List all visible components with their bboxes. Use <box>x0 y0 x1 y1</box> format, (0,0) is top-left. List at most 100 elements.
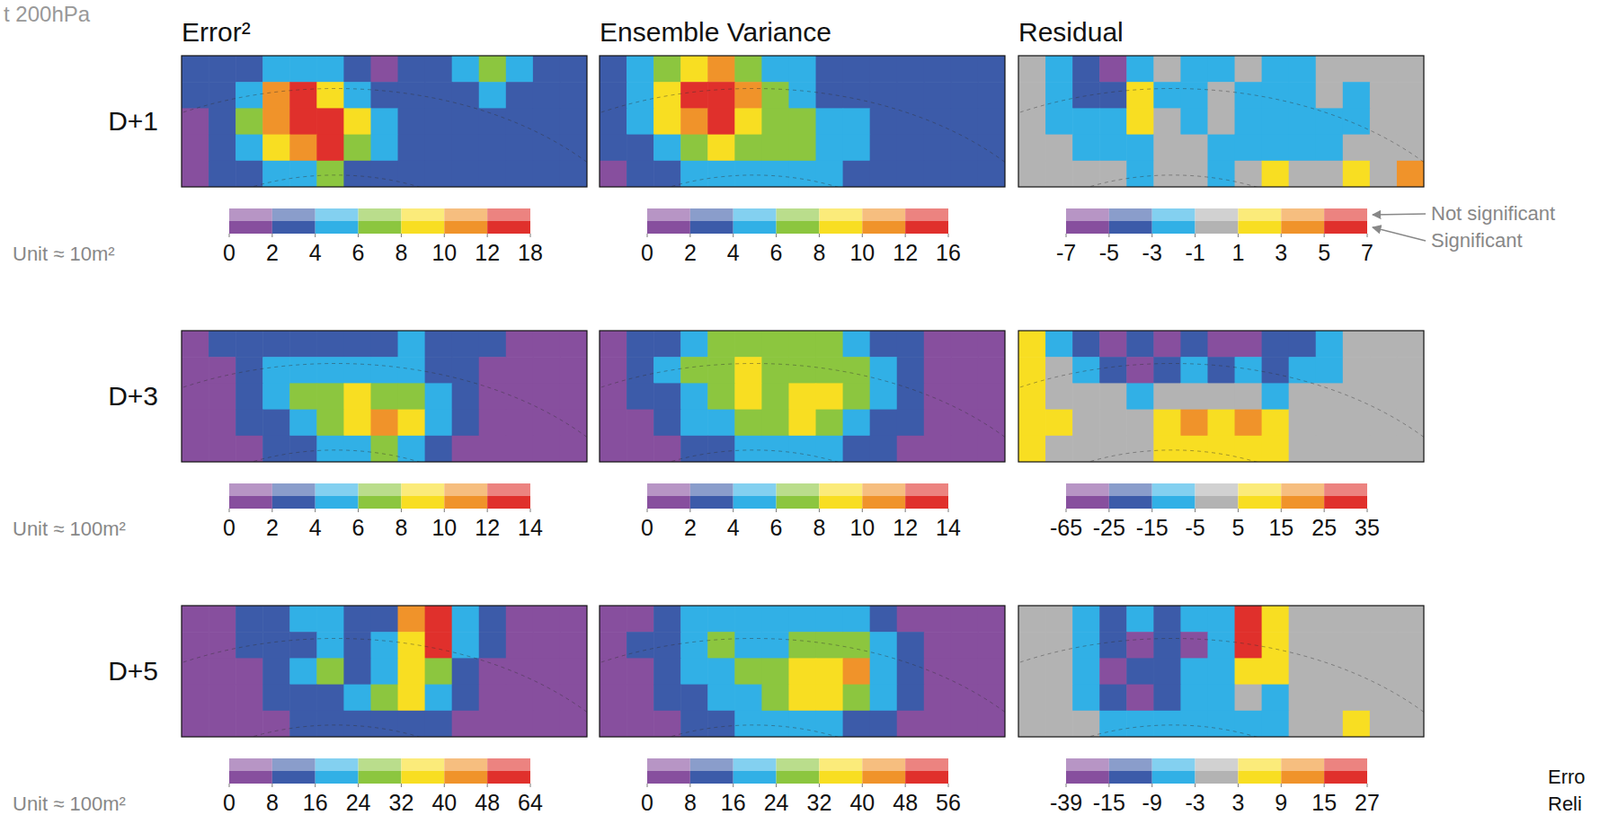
colorbar-tick <box>862 233 863 238</box>
colorbar-tick <box>271 233 273 238</box>
cell <box>680 657 709 685</box>
cell <box>208 631 237 659</box>
cell <box>977 330 1005 358</box>
cell <box>479 657 507 685</box>
cell <box>425 107 454 135</box>
colorbar-swatch <box>647 496 691 509</box>
cell <box>1153 107 1182 135</box>
cell <box>870 605 898 633</box>
cell <box>843 160 872 187</box>
cell <box>788 631 817 659</box>
colorbar-tick-label: 8 <box>394 515 408 541</box>
cell <box>343 605 372 633</box>
cell <box>1153 382 1182 410</box>
cell <box>816 382 845 410</box>
cell <box>1126 409 1155 437</box>
colorbar-swatch <box>905 221 949 234</box>
colorbar-tick-label: 10 <box>431 240 457 266</box>
cell <box>479 81 507 109</box>
cell <box>870 356 898 384</box>
colorbar-swatch <box>487 496 531 509</box>
colorbar-tick-label: -65 <box>1049 515 1083 541</box>
cell <box>533 55 561 83</box>
colorbar-swatch <box>1066 771 1110 784</box>
cell <box>951 81 979 109</box>
colorbar-tick <box>314 783 316 788</box>
cell <box>707 330 736 358</box>
cell <box>870 684 898 712</box>
cell <box>370 684 399 712</box>
graticule <box>599 88 1005 188</box>
cell <box>1235 435 1263 463</box>
cell <box>1262 382 1290 410</box>
cell <box>1018 435 1047 463</box>
colorbar-tick <box>271 508 273 513</box>
cell <box>1315 55 1344 83</box>
colorbar-tick <box>862 508 863 513</box>
cell <box>316 605 345 633</box>
cell <box>1099 409 1128 437</box>
colorbar-tick-label: 8 <box>266 790 279 816</box>
cell <box>479 631 507 659</box>
cell <box>843 81 872 109</box>
colorbar-swatch-pale <box>1237 483 1281 497</box>
colorbar-tick <box>775 233 777 238</box>
cell <box>1369 657 1398 685</box>
colorbar-tick-label: 56 <box>935 790 961 816</box>
cell <box>1126 631 1155 659</box>
cell <box>398 605 427 633</box>
colorbar-tick-label: -25 <box>1093 515 1126 541</box>
cell <box>1342 605 1371 633</box>
cell <box>1288 81 1317 109</box>
colorbar-swatch <box>1152 496 1196 509</box>
colorbar-swatch-pale <box>487 208 531 222</box>
cell <box>599 435 628 463</box>
cell <box>1207 134 1236 162</box>
cell <box>262 711 291 738</box>
cell <box>680 684 709 712</box>
colorbar-tick <box>1237 508 1239 513</box>
cell <box>316 134 345 162</box>
cell <box>734 330 763 358</box>
cell <box>560 657 587 685</box>
colorbar-tick <box>1367 508 1369 513</box>
cell <box>506 81 534 109</box>
cell <box>788 330 817 358</box>
colorbar-swatch-pale <box>1195 208 1239 222</box>
colorbar-tick-label: 0 <box>222 790 236 816</box>
colorbar-swatch <box>272 221 316 234</box>
cell <box>977 134 1005 162</box>
cell <box>734 134 763 162</box>
cell <box>653 605 682 633</box>
cell <box>1018 55 1047 83</box>
colorbar-swatch <box>690 221 734 234</box>
cell <box>870 657 898 685</box>
cell <box>289 684 318 712</box>
cell <box>533 134 561 162</box>
cell <box>1369 435 1398 463</box>
colorbar-swatch <box>1280 496 1325 509</box>
cell <box>452 81 480 109</box>
cell <box>1396 631 1424 659</box>
colorbar-swatch-pale <box>1280 758 1325 772</box>
colorbar-swatch <box>862 771 906 784</box>
cell <box>343 55 372 83</box>
cell <box>235 330 264 358</box>
cell <box>924 435 952 463</box>
cell <box>653 134 682 162</box>
colorbar-tick-label: -15 <box>1093 790 1126 816</box>
colorbar-swatch <box>818 221 863 234</box>
colorbar-swatch <box>272 771 316 784</box>
cell <box>1072 605 1101 633</box>
cell <box>1315 409 1344 437</box>
cell <box>1369 330 1398 358</box>
cell <box>1180 435 1209 463</box>
cell <box>425 382 454 410</box>
cell <box>870 330 898 358</box>
significance-arrow <box>1372 213 1426 215</box>
cell <box>1099 605 1128 633</box>
cell <box>1180 711 1209 738</box>
cell <box>1180 107 1209 135</box>
cell <box>599 81 628 109</box>
cell <box>1262 55 1290 83</box>
